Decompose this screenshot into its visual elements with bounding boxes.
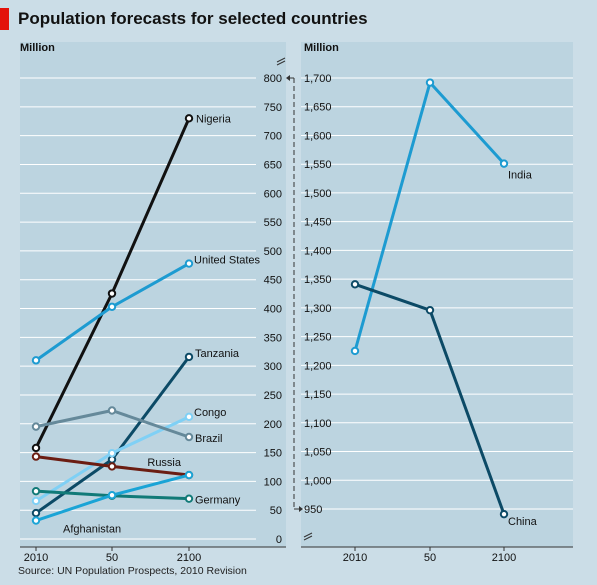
y-tick-label: 400 (264, 304, 282, 316)
arrow-head-800 (286, 75, 290, 81)
axis-break-mark-top (276, 57, 286, 66)
data-point (107, 289, 117, 298)
data-point (107, 302, 117, 311)
series-label: Afghanistan (63, 524, 121, 536)
series-label: India (508, 170, 533, 182)
y-tick-label: 600 (264, 188, 282, 200)
y-tick-label: 750 (264, 102, 282, 114)
y-tick-label: 1,400 (304, 245, 332, 257)
data-point (107, 491, 117, 500)
y-tick-label: 950 (304, 504, 322, 516)
series-label: Tanzania (195, 348, 240, 360)
data-point (499, 509, 509, 519)
y-tick-label: 1,550 (304, 159, 332, 171)
series-label: Brazil (195, 433, 223, 445)
data-point (184, 412, 194, 422)
y-tick-label: 800 (264, 73, 282, 85)
data-point (31, 356, 41, 365)
y-tick-label: 650 (264, 159, 282, 171)
axis-break-mark-bottom (303, 532, 313, 541)
data-point (31, 486, 41, 496)
data-point (184, 114, 194, 123)
y-tick-label: 150 (264, 448, 282, 460)
y-tick-label: 1,300 (304, 303, 332, 315)
left-plot-area (20, 42, 286, 547)
data-point (425, 78, 435, 87)
data-point (350, 346, 360, 356)
data-point (184, 259, 194, 268)
y-tick-label: 500 (264, 246, 282, 258)
y-tick-label: 0 (276, 534, 282, 546)
y-axis-title-left: Million (20, 42, 55, 54)
data-point (31, 452, 41, 461)
y-tick-label: 700 (264, 131, 282, 143)
y-tick-label: 50 (270, 505, 282, 517)
data-point (184, 352, 194, 362)
y-tick-label: 200 (264, 419, 282, 431)
y-tick-label: 300 (264, 361, 282, 373)
data-point (184, 432, 194, 442)
y-tick-label: 350 (264, 332, 282, 344)
data-point (425, 305, 435, 315)
data-point (107, 406, 117, 415)
y-tick-label: 550 (264, 217, 282, 229)
y-tick-label: 1,050 (304, 447, 332, 459)
y-tick-label: 1,700 (304, 73, 332, 85)
data-point (31, 496, 41, 506)
data-point (31, 443, 41, 453)
y-tick-label: 1,450 (304, 217, 332, 229)
data-point (31, 422, 41, 431)
x-tick-label: 50 (424, 552, 436, 564)
red-accent-tag (0, 8, 9, 30)
data-point (184, 494, 194, 503)
y-tick-label: 1,500 (304, 188, 332, 200)
chart-title: Population forecasts for selected countr… (18, 9, 368, 28)
arrow-head-950 (299, 506, 303, 512)
y-tick-label: 1,100 (304, 418, 332, 430)
x-tick-label: 2010 (24, 552, 48, 564)
x-tick-label: 2100 (492, 552, 516, 564)
data-point (350, 280, 360, 289)
data-point (107, 448, 117, 458)
y-tick-label: 1,000 (304, 475, 332, 487)
right-plot-area (301, 42, 573, 547)
data-point (107, 462, 117, 471)
x-tick-label: 2100 (177, 552, 201, 564)
y-axis-title-right: Million (304, 42, 339, 54)
data-point (31, 508, 41, 518)
source-note: Source: UN Population Prospects, 2010 Re… (18, 565, 247, 577)
y-tick-label: 1,150 (304, 389, 332, 401)
series-label: Russia (147, 457, 182, 469)
y-tick-label: 1,200 (304, 360, 332, 372)
y-tick-label: 1,250 (304, 332, 332, 344)
series-label: China (508, 516, 538, 528)
data-point (184, 470, 194, 480)
data-point (31, 516, 41, 525)
y-tick-label: 1,650 (304, 102, 332, 114)
series-label: Nigeria (196, 113, 232, 125)
x-tick-label: 2010 (343, 552, 367, 564)
series-label: Germany (195, 495, 241, 507)
series-label: United States (194, 255, 261, 267)
data-point (499, 159, 509, 168)
y-tick-label: 250 (264, 390, 282, 402)
y-tick-label: 450 (264, 275, 282, 287)
y-tick-label: 1,600 (304, 130, 332, 142)
y-tick-label: 1,350 (304, 274, 332, 286)
series-label: Congo (194, 407, 226, 419)
x-tick-label: 50 (106, 552, 118, 564)
y-tick-label: 100 (264, 476, 282, 488)
